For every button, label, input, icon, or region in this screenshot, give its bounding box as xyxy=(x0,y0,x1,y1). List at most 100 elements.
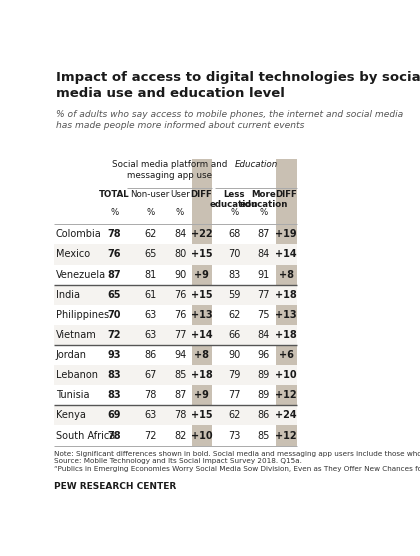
Text: India: India xyxy=(56,290,80,300)
Bar xyxy=(192,159,212,445)
Text: 77: 77 xyxy=(257,290,270,300)
Text: 63: 63 xyxy=(144,310,156,320)
Text: 89: 89 xyxy=(257,390,270,400)
Text: DIFF: DIFF xyxy=(276,190,297,198)
Text: +14: +14 xyxy=(276,250,297,260)
Text: 96: 96 xyxy=(257,350,270,360)
Text: PEW RESEARCH CENTER: PEW RESEARCH CENTER xyxy=(54,481,176,490)
Text: +18: +18 xyxy=(276,290,297,300)
Text: 59: 59 xyxy=(228,290,240,300)
Text: 94: 94 xyxy=(174,350,186,360)
Text: Philippines: Philippines xyxy=(56,310,109,320)
Text: 62: 62 xyxy=(228,310,240,320)
Text: +9: +9 xyxy=(194,270,209,280)
Text: 79: 79 xyxy=(228,370,240,380)
Text: +8: +8 xyxy=(194,350,209,360)
Text: Lebanon: Lebanon xyxy=(56,370,98,380)
Text: Tunisia: Tunisia xyxy=(56,390,89,400)
Text: 70: 70 xyxy=(108,310,121,320)
Text: DIFF: DIFF xyxy=(191,190,213,198)
Text: 85: 85 xyxy=(174,370,186,380)
Text: User: User xyxy=(170,190,190,198)
Text: 86: 86 xyxy=(144,350,156,360)
Text: 76: 76 xyxy=(174,310,186,320)
Bar xyxy=(54,325,297,345)
Text: 72: 72 xyxy=(108,330,121,340)
Text: 84: 84 xyxy=(257,250,270,260)
Text: 80: 80 xyxy=(174,250,186,260)
Text: 87: 87 xyxy=(174,390,186,400)
Bar xyxy=(54,405,297,425)
Text: 72: 72 xyxy=(144,430,156,440)
Text: 65: 65 xyxy=(108,290,121,300)
Text: 78: 78 xyxy=(108,430,121,440)
Bar xyxy=(54,285,297,305)
Text: 86: 86 xyxy=(257,410,270,420)
Text: 77: 77 xyxy=(228,390,240,400)
Bar xyxy=(276,159,297,445)
Text: Social media platform and
messaging app use: Social media platform and messaging app … xyxy=(112,160,227,180)
Text: 78: 78 xyxy=(108,229,121,239)
Text: +13: +13 xyxy=(276,310,297,320)
Text: 65: 65 xyxy=(144,250,156,260)
Text: 90: 90 xyxy=(228,350,240,360)
Bar xyxy=(54,245,297,265)
Text: +18: +18 xyxy=(191,370,213,380)
Text: 68: 68 xyxy=(228,229,240,239)
Text: 78: 78 xyxy=(144,390,156,400)
Text: 61: 61 xyxy=(144,290,156,300)
Text: %: % xyxy=(110,208,118,217)
Text: TOTAL: TOTAL xyxy=(99,190,130,198)
Text: 75: 75 xyxy=(257,310,270,320)
Text: +15: +15 xyxy=(191,250,213,260)
Text: Note: Significant differences shown in bold. Social media and messaging app user: Note: Significant differences shown in b… xyxy=(54,451,420,472)
Bar xyxy=(54,365,297,385)
Text: 77: 77 xyxy=(174,330,186,340)
Text: %: % xyxy=(230,208,238,217)
Text: +8: +8 xyxy=(279,270,294,280)
Text: +6: +6 xyxy=(279,350,294,360)
Text: 89: 89 xyxy=(257,370,270,380)
Text: +14: +14 xyxy=(191,330,213,340)
Text: 66: 66 xyxy=(228,330,240,340)
Text: 62: 62 xyxy=(228,410,240,420)
Text: More
education: More education xyxy=(239,190,288,209)
Text: 83: 83 xyxy=(228,270,240,280)
Text: Impact of access to digital technologies by social
media use and education level: Impact of access to digital technologies… xyxy=(56,71,420,100)
Text: 62: 62 xyxy=(144,229,156,239)
Text: %: % xyxy=(176,208,184,217)
Text: 84: 84 xyxy=(257,330,270,340)
Text: Venezuela: Venezuela xyxy=(56,270,106,280)
Text: 90: 90 xyxy=(174,270,186,280)
Text: +10: +10 xyxy=(276,370,297,380)
Text: 67: 67 xyxy=(144,370,156,380)
Text: 69: 69 xyxy=(108,410,121,420)
Text: 83: 83 xyxy=(108,390,121,400)
Text: +24: +24 xyxy=(276,410,297,420)
Text: +15: +15 xyxy=(191,410,213,420)
Text: Mexico: Mexico xyxy=(56,250,90,260)
Text: 73: 73 xyxy=(228,430,240,440)
Text: 63: 63 xyxy=(144,410,156,420)
Text: 85: 85 xyxy=(257,430,270,440)
Text: +12: +12 xyxy=(276,430,297,440)
Text: +9: +9 xyxy=(194,390,209,400)
Text: +15: +15 xyxy=(191,290,213,300)
Text: +13: +13 xyxy=(191,310,213,320)
Text: %: % xyxy=(146,208,154,217)
Text: +12: +12 xyxy=(276,390,297,400)
Text: Colombia: Colombia xyxy=(56,229,102,239)
Text: Kenya: Kenya xyxy=(56,410,86,420)
Text: +10: +10 xyxy=(191,430,213,440)
Text: 93: 93 xyxy=(108,350,121,360)
Text: Jordan: Jordan xyxy=(56,350,87,360)
Text: 70: 70 xyxy=(228,250,240,260)
Text: Non-user: Non-user xyxy=(131,190,170,198)
Text: +19: +19 xyxy=(276,229,297,239)
Text: Education: Education xyxy=(235,160,278,169)
Text: 63: 63 xyxy=(144,330,156,340)
Text: %: % xyxy=(259,208,268,217)
Text: 82: 82 xyxy=(174,430,186,440)
Text: +22: +22 xyxy=(191,229,213,239)
Text: Vietnam: Vietnam xyxy=(56,330,97,340)
